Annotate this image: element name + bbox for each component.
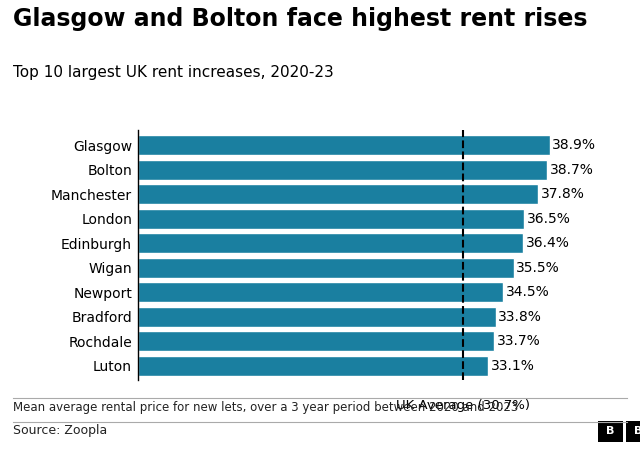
- Text: Glasgow and Bolton face highest rent rises: Glasgow and Bolton face highest rent ris…: [13, 7, 588, 31]
- Bar: [138, 135, 550, 155]
- Text: 38.7%: 38.7%: [550, 163, 594, 177]
- Text: 35.5%: 35.5%: [516, 261, 560, 274]
- Bar: [138, 306, 495, 327]
- Bar: [138, 184, 538, 204]
- Text: B: B: [634, 426, 640, 436]
- Bar: [138, 209, 524, 229]
- Bar: [138, 257, 513, 278]
- Text: 36.5%: 36.5%: [527, 212, 571, 225]
- Text: UK Average (30.7%): UK Average (30.7%): [396, 399, 530, 412]
- Bar: [138, 160, 547, 180]
- Bar: [138, 233, 523, 253]
- Text: Source: Zoopla: Source: Zoopla: [13, 424, 107, 437]
- Text: Mean average rental price for new lets, over a 3 year period between 2020 and 20: Mean average rental price for new lets, …: [13, 400, 518, 414]
- Text: 38.9%: 38.9%: [552, 138, 596, 152]
- Text: 33.7%: 33.7%: [497, 334, 541, 348]
- Bar: [138, 331, 495, 351]
- Text: B: B: [606, 426, 615, 436]
- Text: Top 10 largest UK rent increases, 2020-23: Top 10 largest UK rent increases, 2020-2…: [13, 65, 333, 80]
- Text: 37.8%: 37.8%: [541, 187, 584, 201]
- Bar: [138, 282, 503, 302]
- Text: 36.4%: 36.4%: [525, 236, 570, 250]
- Text: 34.5%: 34.5%: [506, 285, 549, 299]
- Text: 33.8%: 33.8%: [498, 310, 542, 324]
- Text: 33.1%: 33.1%: [491, 359, 534, 373]
- Bar: [138, 356, 488, 376]
